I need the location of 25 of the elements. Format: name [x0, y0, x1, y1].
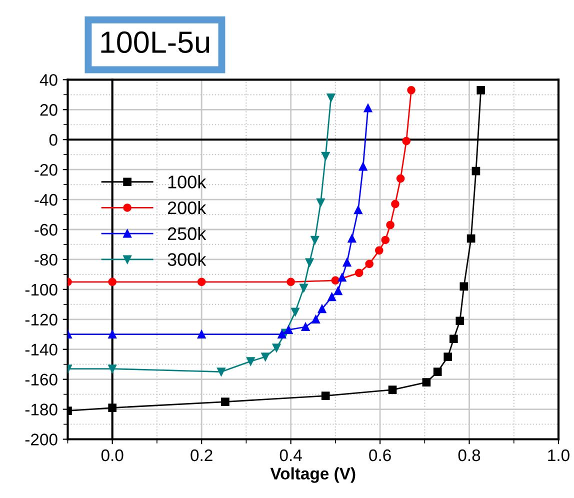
y-tick-label: -200 [25, 434, 58, 446]
x-axis-title: Voltage (V) [270, 467, 356, 483]
x-tick-label: 0.2 [190, 449, 212, 462]
y-tick-label: 20 [40, 104, 58, 116]
legend-label: 250k [168, 226, 206, 240]
x-tick-label: 1.0 [548, 449, 570, 462]
y-tick-label: 40 [40, 74, 58, 86]
legend-label: 300k [168, 252, 206, 266]
y-tick-label: -160 [25, 374, 58, 386]
legend-label: 200k [168, 200, 206, 214]
x-tick-label: 0.6 [369, 449, 391, 462]
y-tick-label: 0 [49, 134, 58, 146]
y-tick-label: -20 [34, 164, 58, 176]
chart-title: 100L-5u [101, 31, 210, 54]
y-tick-label: -120 [25, 314, 58, 326]
y-tick-label: -80 [34, 254, 58, 266]
legend-label: 100k [168, 175, 206, 188]
x-tick-label: 0.4 [280, 449, 302, 462]
y-tick-label: -100 [25, 284, 58, 296]
x-tick-label: 0.8 [458, 449, 480, 462]
y-tick-label: -140 [25, 344, 58, 356]
y-tick-label: -180 [25, 404, 58, 416]
x-tick-label: 0.0 [101, 449, 124, 462]
y-tick-label: -40 [34, 194, 58, 206]
y-tick-label: -60 [34, 224, 58, 236]
